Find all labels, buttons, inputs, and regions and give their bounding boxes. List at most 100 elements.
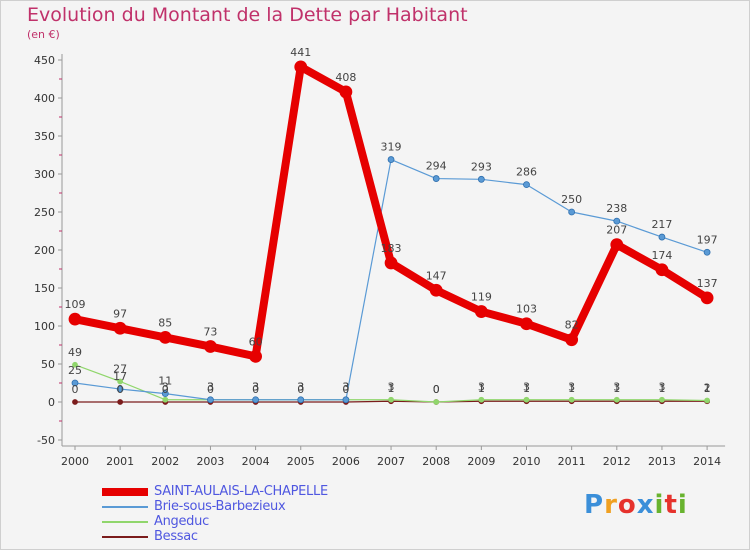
legend-swatch: [102, 487, 148, 496]
data-label: 3: [342, 381, 349, 394]
logo-letter: i: [654, 490, 665, 520]
data-point: [568, 208, 576, 216]
legend-swatch: [102, 520, 148, 523]
data-label: 1: [613, 382, 620, 395]
logo-letter: o: [617, 490, 637, 520]
data-point: [252, 396, 260, 404]
data-label: 49: [68, 346, 82, 359]
data-point: [613, 217, 621, 225]
x-tick-label: 2000: [61, 455, 89, 468]
data-label: 2: [704, 381, 711, 394]
data-label: 0: [433, 383, 440, 396]
data-point: [158, 330, 172, 344]
data-label: 27: [113, 362, 127, 375]
data-point: [72, 399, 78, 405]
data-label: 119: [471, 291, 492, 304]
data-label: 3: [207, 381, 214, 394]
data-label: 293: [471, 160, 492, 173]
data-point: [68, 312, 82, 326]
data-point: [523, 181, 530, 189]
data-label: 147: [426, 269, 447, 282]
legend-item: Angeduc: [102, 514, 328, 529]
legend-item: Brie-sous-Barbezieux: [102, 499, 328, 514]
data-point: [113, 321, 127, 335]
legend-label: Bessac: [154, 529, 198, 544]
data-point: [387, 156, 395, 163]
data-label: 1: [388, 382, 395, 395]
data-label: 3: [388, 381, 395, 394]
legend-label: SAINT-AULAIS-LA-CHAPELLE: [154, 484, 328, 499]
legend-item: SAINT-AULAIS-LA-CHAPELLE: [102, 484, 328, 499]
x-tick-label: 2014: [693, 455, 721, 468]
logo-letter: t: [664, 490, 678, 520]
data-label: 3: [613, 381, 620, 394]
data-label: 1: [704, 382, 711, 395]
data-point: [704, 397, 710, 404]
data-label: 3: [252, 381, 259, 394]
data-label: 207: [606, 224, 627, 237]
x-tick-label: 2004: [242, 455, 270, 468]
legend: SAINT-AULAIS-LA-CHAPELLE Brie-sous-Barbez…: [102, 484, 328, 544]
data-label: 73: [203, 326, 217, 339]
data-label: 11: [158, 375, 172, 388]
data-label: 174: [651, 249, 672, 262]
data-label: 3: [162, 381, 169, 394]
chart-title: Evolution du Montant de la Dette par Hab…: [27, 4, 468, 26]
legend-label: Brie-sous-Barbezieux: [154, 499, 286, 514]
data-label: 60: [249, 335, 263, 348]
data-label: 97: [113, 307, 127, 320]
data-point: [700, 291, 714, 305]
y-tick-label: 450: [34, 54, 55, 67]
data-point: [342, 396, 350, 404]
x-tick-label: 2012: [603, 455, 631, 468]
x-tick-label: 2001: [106, 455, 134, 468]
data-label: 183: [381, 242, 402, 255]
data-point: [249, 349, 263, 363]
x-tick-label: 2007: [377, 455, 405, 468]
data-label: 250: [561, 193, 582, 206]
data-point: [520, 317, 533, 331]
data-label: 137: [697, 277, 718, 290]
data-point: [384, 256, 398, 270]
x-tick-label: 2013: [648, 455, 676, 468]
x-tick-label: 2002: [151, 455, 179, 468]
data-point: [162, 396, 169, 403]
data-label: 0: [117, 383, 124, 396]
data-point: [429, 283, 443, 297]
data-point: [432, 175, 440, 182]
data-point: [523, 396, 530, 403]
data-point: [565, 333, 579, 347]
data-point: [703, 248, 711, 256]
data-label: 17: [113, 370, 127, 383]
data-label: 319: [381, 141, 402, 154]
logo-letter: r: [604, 490, 618, 520]
data-label: 3: [207, 381, 214, 394]
data-label: 3: [252, 381, 259, 394]
x-tick-label: 2006: [332, 455, 360, 468]
data-point: [339, 85, 353, 99]
data-label: 0: [72, 383, 79, 396]
data-label: 3: [297, 381, 304, 394]
data-point: [474, 305, 488, 318]
x-tick-label: 2011: [558, 455, 586, 468]
data-label: 3: [478, 381, 485, 394]
y-tick-label: 350: [34, 130, 55, 143]
data-label: 85: [158, 316, 172, 329]
y-tick-label: 250: [34, 206, 55, 219]
data-point: [161, 390, 169, 398]
data-point: [297, 396, 305, 404]
y-tick-label: 200: [34, 244, 55, 257]
data-label: 1: [478, 382, 485, 395]
proxiti-logo: Proxiti: [584, 490, 688, 520]
data-label: 197: [697, 233, 718, 246]
x-tick-label: 2009: [467, 455, 495, 468]
x-tick-label: 2003: [196, 455, 224, 468]
data-label: 441: [290, 46, 311, 59]
y-tick-label: 400: [34, 92, 55, 105]
legend-label: Angeduc: [154, 514, 209, 529]
data-point: [568, 396, 575, 403]
data-label: 1: [523, 382, 530, 395]
data-point: [478, 396, 485, 403]
data-point: [659, 396, 665, 403]
